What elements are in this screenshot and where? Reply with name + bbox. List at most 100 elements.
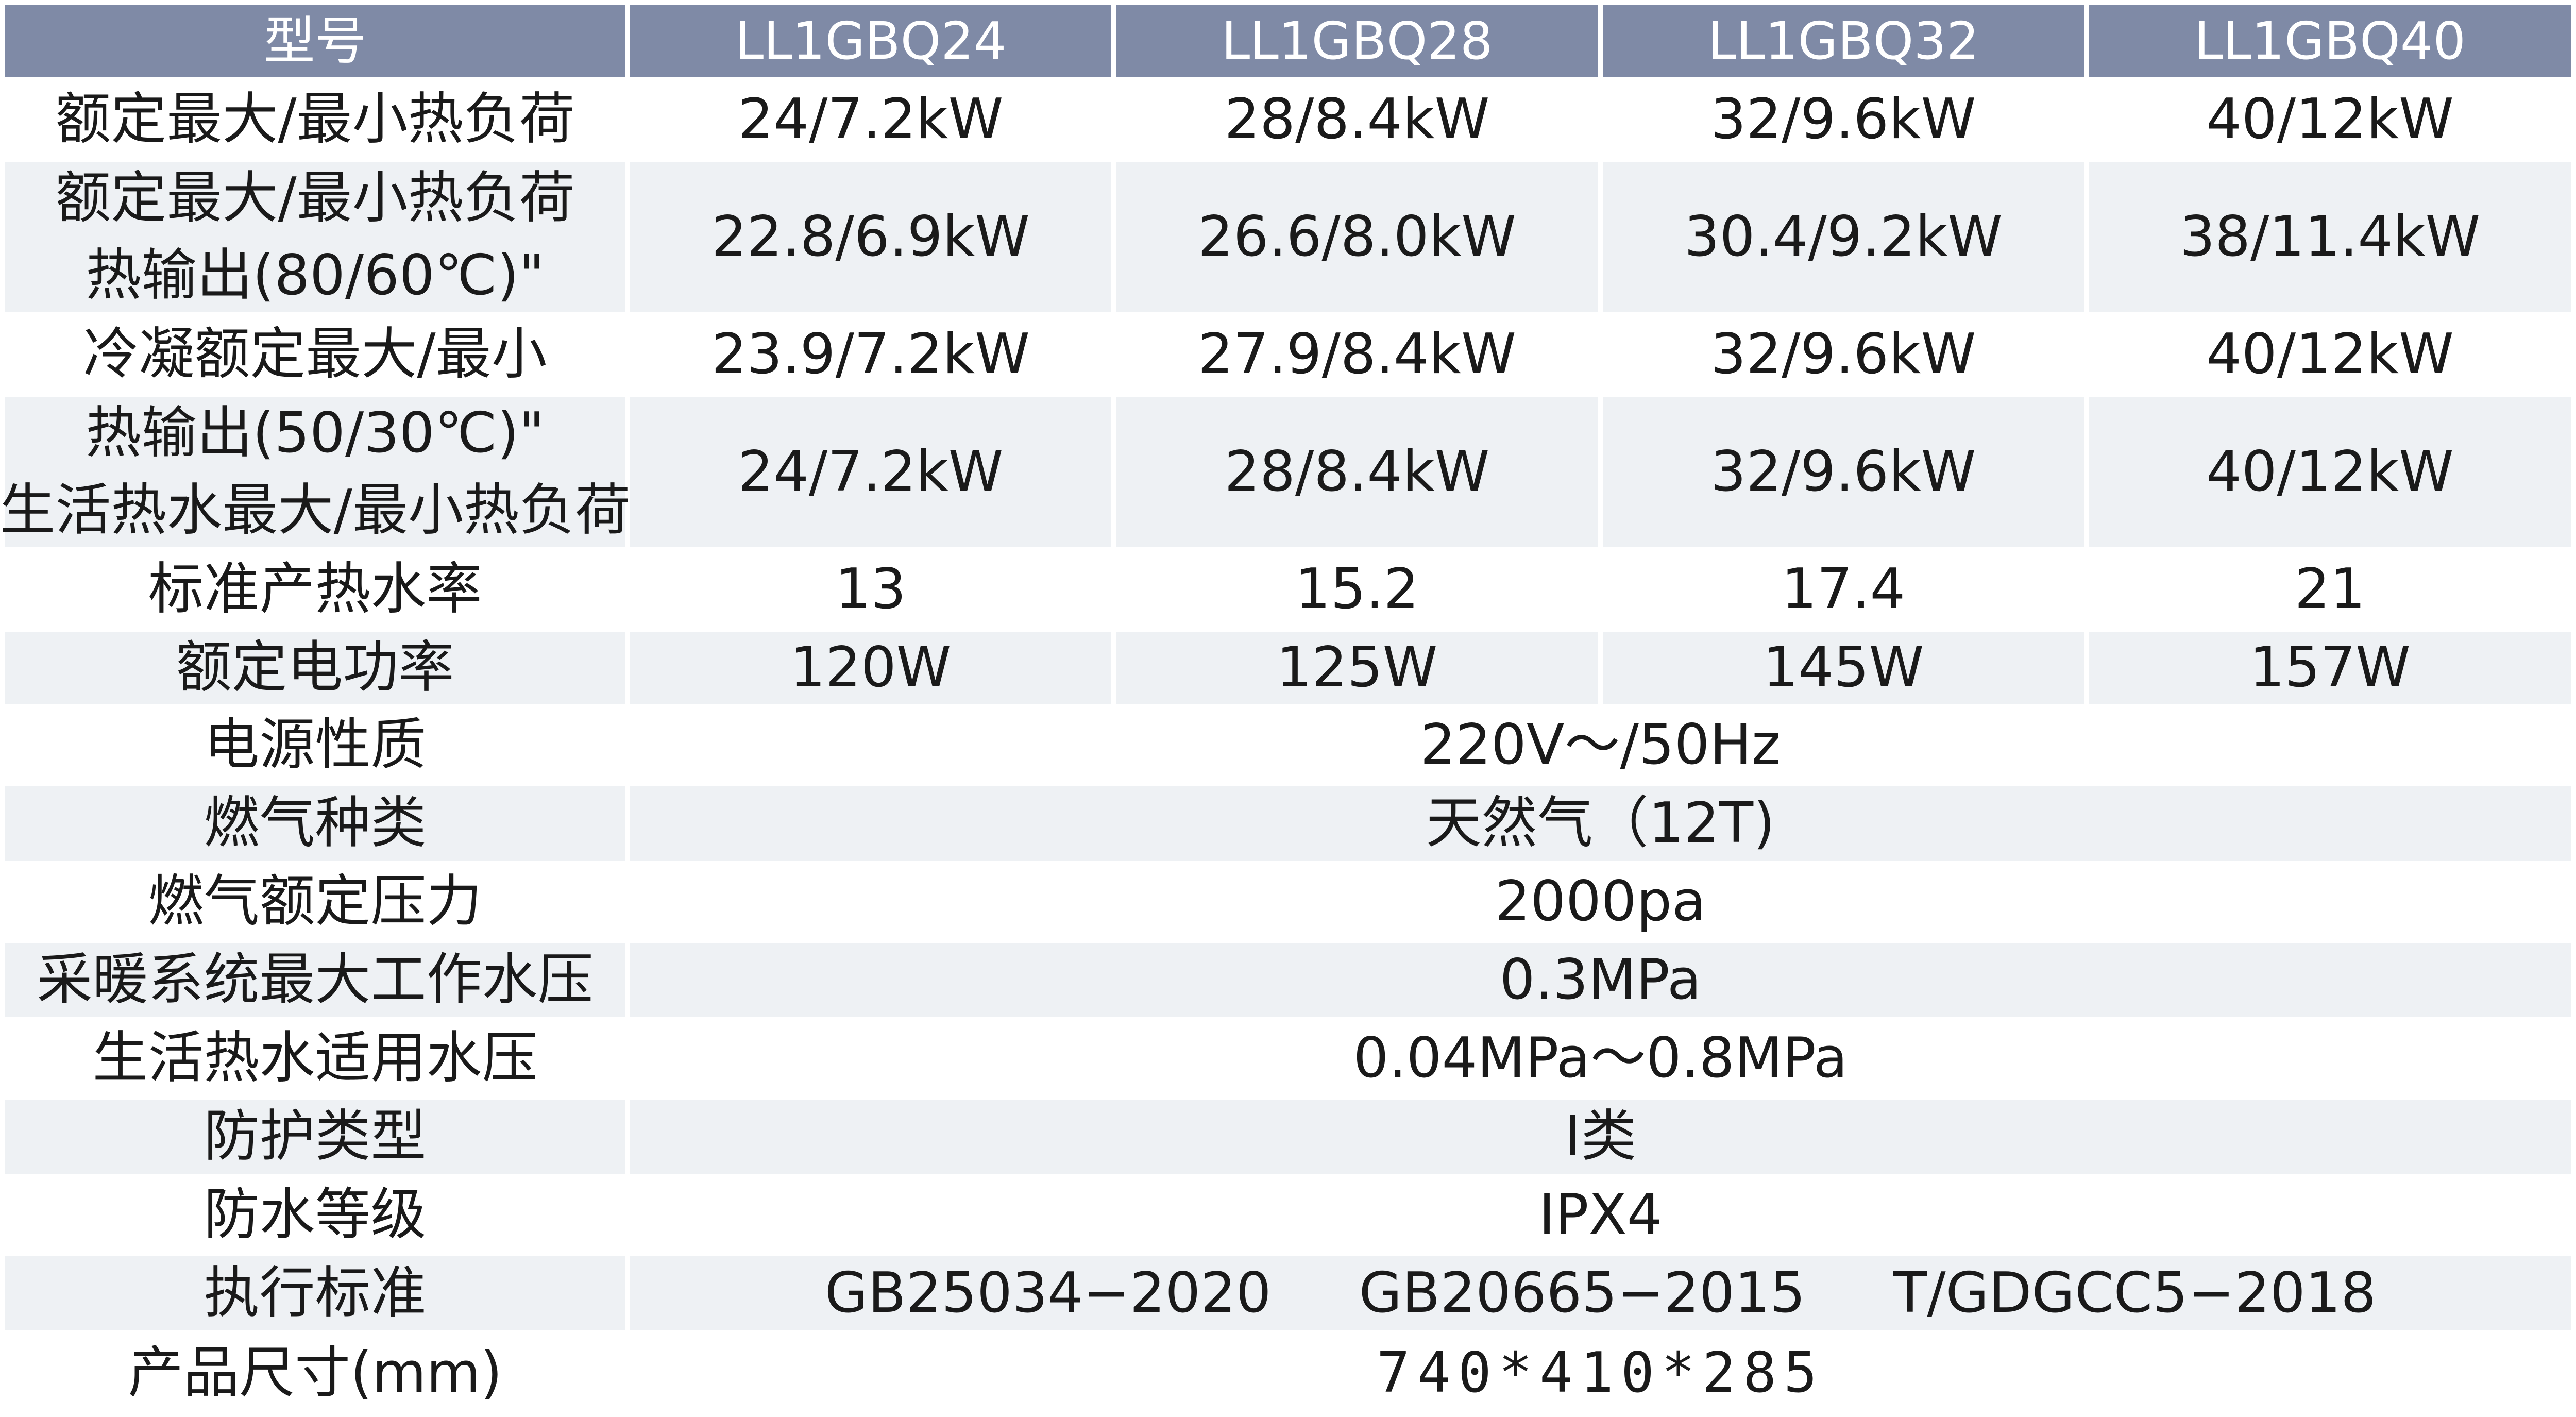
cell-value: I类 (1564, 1104, 1637, 1169)
table-cell: 125W (1116, 632, 1598, 704)
label-text: 额定电功率 (176, 635, 454, 700)
cell-value: 0.3MPa (1499, 948, 1702, 1012)
cell-value: 天然气（12T) (1426, 791, 1775, 855)
table-cell-merged: 0.3MPa (630, 943, 2571, 1017)
table-cell-merged: 740*410*285 (630, 1335, 2571, 1412)
label-text: 燃气种类 (204, 791, 427, 855)
table-cell-merged: 220V～/50Hz (630, 708, 2571, 782)
table-cell: 32/9.6kW (1603, 81, 2084, 158)
row-label-protection-type: 防护类型 (5, 1100, 625, 1174)
table-cell: 38/11.4kW (2089, 162, 2571, 312)
label-text: 防护类型 (204, 1104, 427, 1169)
table-cell: 15.2 (1116, 551, 1598, 628)
standard-item: GB20665−2015 (1359, 1261, 1806, 1325)
table-cell: 23.9/7.2kW (630, 316, 1111, 393)
label-text: 产品尺寸(mm) (128, 1341, 502, 1405)
row-label-rated-power: 额定电功率 (5, 632, 625, 704)
cell-value: 23.9/7.2kW (711, 322, 1030, 386)
cell-value: 24/7.2kW (738, 440, 1004, 504)
label-text: 执行标准 (204, 1261, 427, 1325)
cell-value: IPX4 (1538, 1183, 1663, 1247)
table-cell: 27.9/8.4kW (1116, 316, 1598, 393)
table-cell: 120W (630, 632, 1111, 704)
header-model-4-text: LL1GBQ40 (2194, 11, 2466, 71)
header-model-4: LL1GBQ40 (2089, 5, 2571, 77)
row-label-power-supply: 电源性质 (5, 708, 625, 782)
cell-value: 26.6/8.0kW (1198, 205, 1516, 269)
label-text: 防水等级 (204, 1183, 427, 1247)
cell-value: 40/12kW (2206, 87, 2454, 151)
label-text: 额定最大/最小热负荷 (55, 87, 575, 151)
cell-value: 157W (2249, 635, 2411, 700)
cell-value: 2000pa (1495, 869, 1706, 934)
table-cell-merged: 2000pa (630, 865, 2571, 939)
cell-value: 38/11.4kW (2179, 205, 2481, 269)
cell-value: 120W (790, 635, 952, 700)
row-label-gas-pressure: 燃气额定压力 (5, 865, 625, 939)
cell-value: 145W (1762, 635, 1924, 700)
standards-list: GB25034−2020 GB20665−2015 T/GDGCC5−2018 (825, 1255, 2376, 1332)
table-cell-merged: I类 (630, 1100, 2571, 1174)
cell-value: 32/9.6kW (1710, 322, 1976, 386)
cell-value: 22.8/6.9kW (711, 205, 1030, 269)
cell-value: 28/8.4kW (1224, 440, 1490, 504)
header-model-label-text: 型号 (263, 11, 367, 71)
table-cell-merged: GB25034−2020 GB20665−2015 T/GDGCC5−2018 (630, 1256, 2571, 1330)
table-cell: 40/12kW (2089, 81, 2571, 158)
table-cell: 30.4/9.2kW (1603, 162, 2084, 312)
row-label-standards: 执行标准 (5, 1256, 625, 1330)
label-line-2: 生活热水最大/最小热负荷 (0, 478, 631, 543)
row-label-condensing: 冷凝额定最大/最小 (5, 316, 625, 393)
table-cell: 21 (2089, 551, 2571, 628)
table-cell: 28/8.4kW (1116, 397, 1598, 547)
cell-value: 40/12kW (2206, 322, 2454, 386)
table-cell: 17.4 (1603, 551, 2084, 628)
cell-value: 28/8.4kW (1224, 87, 1490, 151)
cell-value: 40/12kW (2206, 440, 2454, 504)
table-cell: 145W (1603, 632, 2084, 704)
standard-item: T/GDGCC5−2018 (1893, 1261, 2377, 1325)
row-label-dhw-pressure: 生活热水适用水压 (5, 1021, 625, 1095)
table-cell: 24/7.2kW (630, 81, 1111, 158)
header-model-3-text: LL1GBQ32 (1707, 11, 1979, 71)
row-label-rated-heat-load: 额定最大/最小热负荷 (5, 81, 625, 158)
label-text: 生活热水适用水压 (92, 1026, 538, 1090)
table-cell: 24/7.2kW (630, 397, 1111, 547)
cell-value: 27.9/8.4kW (1198, 322, 1516, 386)
table-cell-merged: 0.04MPa～0.8MPa (630, 1021, 2571, 1095)
table-cell: 32/9.6kW (1603, 397, 2084, 547)
row-label-waterproof-grade: 防水等级 (5, 1178, 625, 1252)
label-text: 采暖系统最大工作水压 (37, 948, 594, 1012)
table-cell: 26.6/8.0kW (1116, 162, 1598, 312)
header-model-2: LL1GBQ28 (1116, 5, 1598, 77)
header-model-1-text: LL1GBQ24 (735, 11, 1007, 71)
header-model-2-text: LL1GBQ28 (1221, 11, 1493, 71)
row-label-gas-type: 燃气种类 (5, 786, 625, 861)
cell-value: 125W (1276, 635, 1438, 700)
table-cell: 13 (630, 551, 1111, 628)
header-model-1: LL1GBQ24 (630, 5, 1111, 77)
cell-value: 21 (2294, 557, 2366, 621)
row-label-heating-pressure: 采暖系统最大工作水压 (5, 943, 625, 1017)
label-text: 燃气额定压力 (148, 869, 482, 934)
cell-value: 32/9.6kW (1710, 87, 1976, 151)
standard-item: GB25034−2020 (824, 1261, 1272, 1325)
label-text: 电源性质 (204, 713, 427, 777)
table-cell: 22.8/6.9kW (630, 162, 1111, 312)
row-label-hot-water-rate: 标准产热水率 (5, 551, 625, 628)
row-label-heat-output-80-60: 额定最大/最小热负荷 热输出(80/60℃)" (5, 162, 625, 312)
header-model-label: 型号 (5, 5, 625, 77)
header-model-3: LL1GBQ32 (1603, 5, 2084, 77)
table-cell: 40/12kW (2089, 316, 2571, 393)
cell-value: 220V～/50Hz (1420, 713, 1781, 777)
cell-value: 13 (835, 557, 906, 621)
cell-value: 17.4 (1781, 557, 1906, 621)
table-cell-merged: 天然气（12T) (630, 786, 2571, 861)
label-line-1: 额定最大/最小热负荷 (55, 166, 575, 230)
cell-value: 30.4/9.2kW (1684, 205, 2003, 269)
table-cell: 32/9.6kW (1603, 316, 2084, 393)
row-label-dimensions: 产品尺寸(mm) (5, 1335, 625, 1412)
cell-value: 0.04MPa～0.8MPa (1353, 1026, 1848, 1090)
table-cell: 157W (2089, 632, 2571, 704)
